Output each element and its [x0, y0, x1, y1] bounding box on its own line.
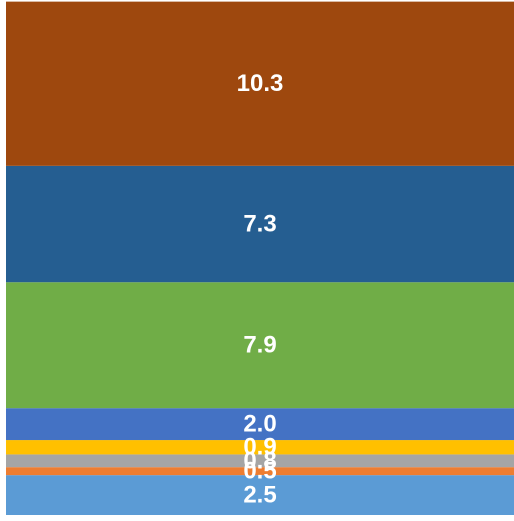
data-label-2: 0.8	[243, 447, 276, 474]
data-label-0: 2.5	[243, 482, 276, 509]
bar-segment-5	[6, 282, 514, 409]
data-label-6: 7.3	[243, 211, 276, 238]
data-label-1: 0.5	[243, 458, 276, 485]
bar-segment-2	[6, 454, 514, 468]
data-label-3: 0.9	[243, 434, 276, 461]
bar-segment-1	[6, 467, 514, 476]
data-label-5: 7.9	[243, 332, 276, 359]
bar-segment-6	[6, 165, 514, 283]
bar-segment-4	[6, 408, 514, 441]
data-label-7: 10.3	[237, 70, 284, 97]
data-label-4: 2.0	[243, 411, 276, 438]
bar-segment-7	[6, 1, 514, 166]
bar-segment-0	[6, 475, 514, 515]
bar-segment-3	[6, 440, 514, 455]
